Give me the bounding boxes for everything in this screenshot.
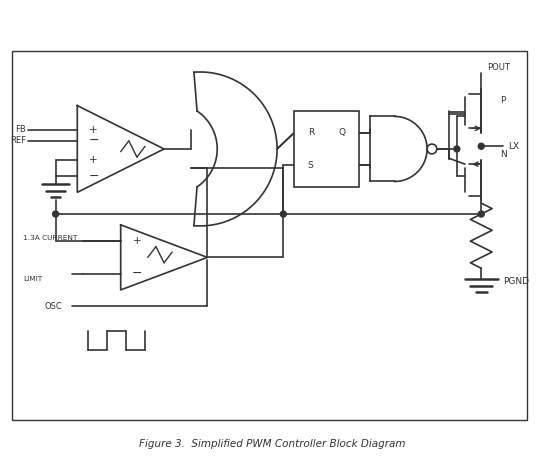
Text: 1.3A CURRENT: 1.3A CURRENT [23, 235, 77, 241]
Text: −: − [88, 170, 99, 183]
Text: +: + [89, 125, 98, 135]
Text: Q: Q [338, 128, 346, 137]
Text: REF: REF [10, 137, 26, 145]
Bar [294, 111, 359, 187]
Text: LX: LX [508, 142, 519, 151]
Text: −: − [88, 134, 99, 147]
Text: −: − [132, 267, 142, 280]
Bar [12, 51, 528, 420]
Text: POUT: POUT [487, 63, 510, 72]
Text: Figure 3.  Simplified PWM Controller Block Diagram: Figure 3. Simplified PWM Controller Bloc… [140, 439, 405, 450]
Text: S: S [308, 161, 313, 170]
Text: +: + [132, 236, 141, 246]
Circle shape [479, 211, 485, 217]
Text: +: + [89, 155, 98, 165]
Circle shape [280, 211, 286, 217]
Circle shape [454, 146, 460, 152]
Text: LIMIT: LIMIT [23, 276, 43, 282]
Circle shape [427, 144, 437, 154]
Text: R: R [308, 128, 314, 137]
Circle shape [479, 143, 485, 149]
Text: N: N [500, 150, 507, 159]
Text: FB: FB [15, 125, 26, 135]
Text: OSC: OSC [45, 302, 63, 311]
Circle shape [53, 211, 59, 217]
Text: PGND: PGND [503, 277, 529, 286]
Text: P: P [500, 96, 506, 105]
